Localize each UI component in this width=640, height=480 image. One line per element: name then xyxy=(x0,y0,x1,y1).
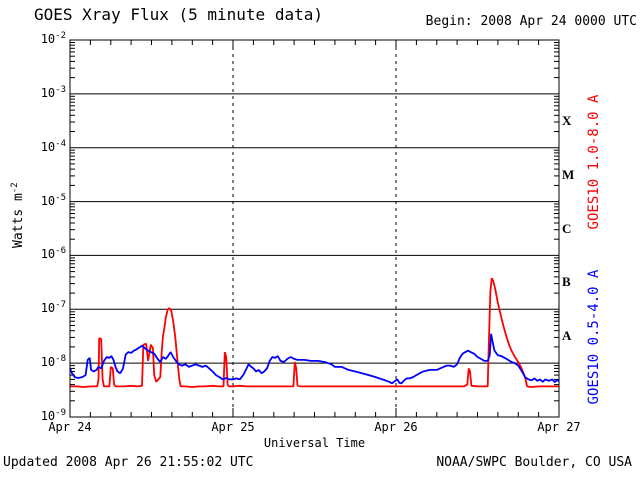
y-tick-label: 10-8 xyxy=(40,354,66,369)
y-tick-label: 10-5 xyxy=(40,193,66,208)
legend-label-goes10-long: GOES10 1.0-8.0 A xyxy=(586,94,602,230)
y-tick-label: 10-4 xyxy=(40,139,66,154)
flare-class-letter-b: B xyxy=(562,274,571,289)
source-attribution: NOAA/SWPC Boulder, CO USA xyxy=(436,455,632,470)
series-line-goes10-short xyxy=(69,333,560,385)
y-tick-label: 10-6 xyxy=(40,246,66,261)
updated-timestamp: Updated 2008 Apr 26 21:55:02 UTC xyxy=(3,455,254,470)
x-tick-label: Apr 24 xyxy=(48,420,92,434)
y-tick-label: 10-2 xyxy=(40,31,66,46)
x-tick-label: Apr 26 xyxy=(374,420,418,434)
y-tick-label: 10-3 xyxy=(40,85,66,100)
flare-class-letter-m: M xyxy=(562,167,575,182)
chart-title: GOES Xray Flux (5 minute data) xyxy=(34,5,323,24)
begin-timestamp: Begin: 2008 Apr 24 0000 UTC xyxy=(425,14,637,29)
y-tick-label: 10-9 xyxy=(40,408,66,423)
flare-class-letter-c: C xyxy=(562,221,572,236)
y-tick-label: 10-7 xyxy=(40,300,66,315)
flare-class-letter-x: X xyxy=(562,113,572,128)
legend-label-goes10-short: GOES10 0.5-4.0 A xyxy=(586,269,602,405)
flare-class-letter-a: A xyxy=(562,328,572,343)
x-tick-label: Apr 27 xyxy=(537,420,581,434)
x-tick-label: Apr 25 xyxy=(211,420,255,434)
x-axis-title: Universal Time xyxy=(263,436,366,450)
series-line-goes10-long xyxy=(70,277,559,388)
